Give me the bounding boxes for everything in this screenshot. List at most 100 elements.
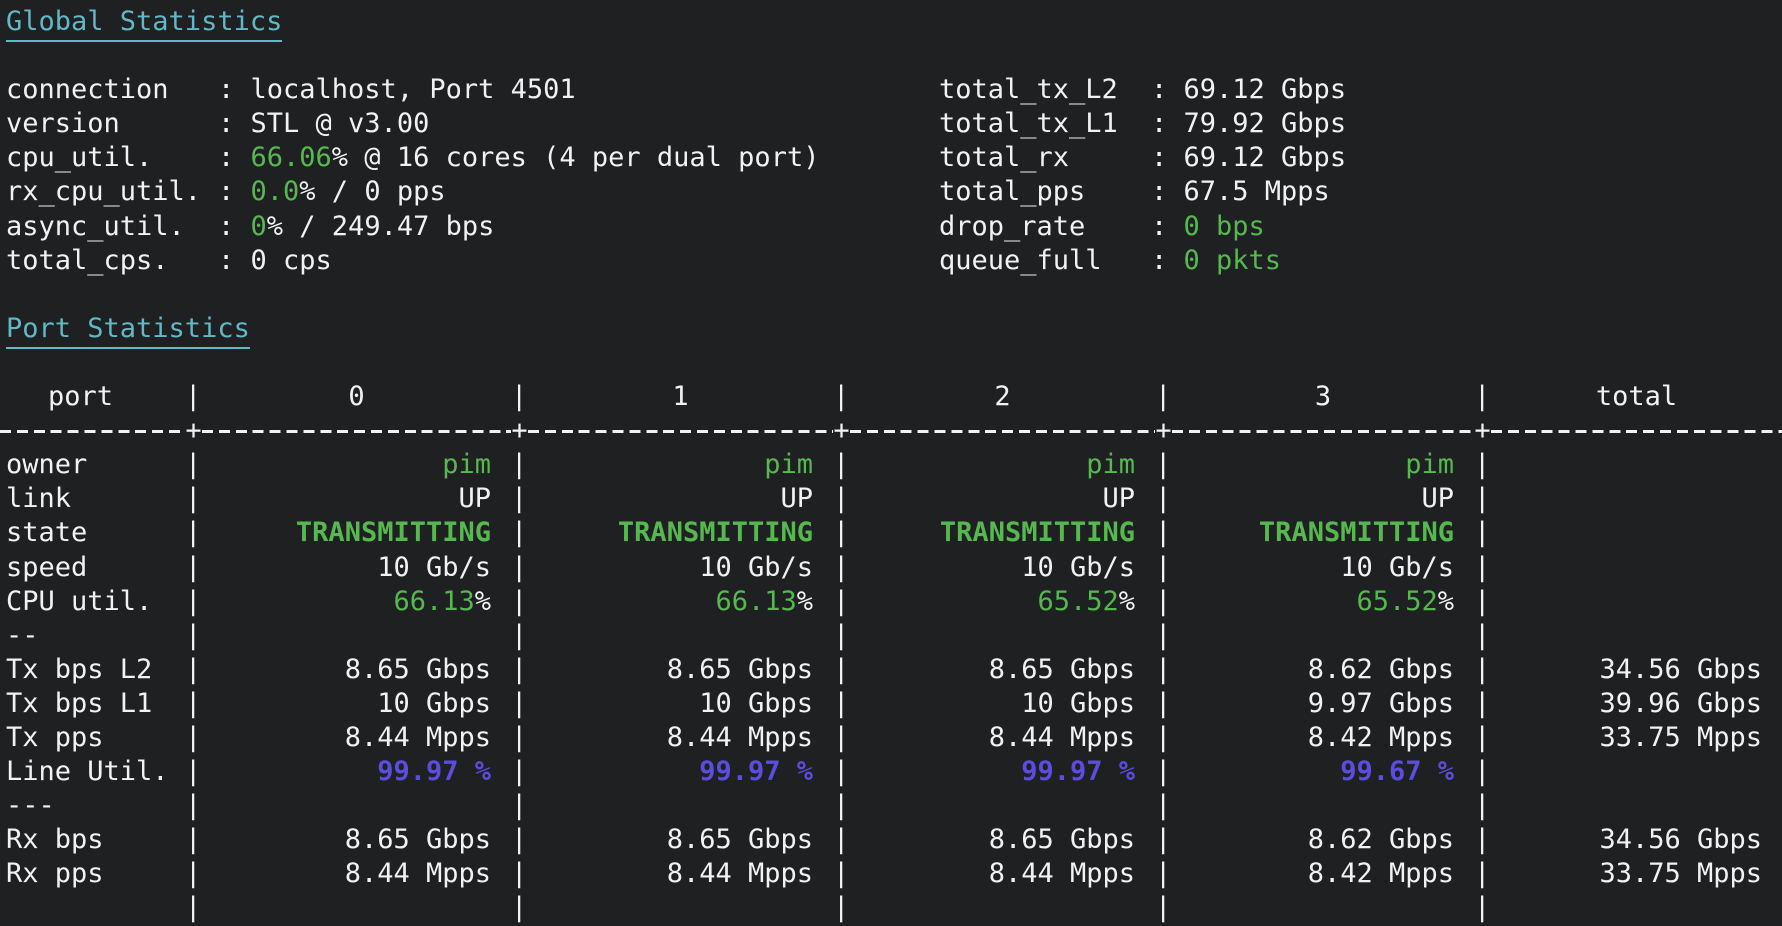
cell-tx-pps-1: 8.44 Mpps (666, 721, 813, 753)
pipe-separator (1474, 789, 1491, 823)
cell-empty (202, 619, 511, 653)
pipe-separator (185, 380, 202, 414)
row-label-tx-bps-l2: Tx bps L2 (6, 653, 153, 685)
row-label-rx-bps: Rx bps (6, 824, 104, 856)
table-row-owner: owner pim pim pim pim (0, 448, 1782, 482)
pipe-separator (185, 448, 202, 482)
row-label-tx-pps: Tx pps (6, 721, 104, 753)
cell-link-total (1491, 482, 1782, 516)
plus-joint (1474, 414, 1491, 448)
pipe-separator (511, 687, 528, 721)
stat-label-drop-rate: drop_rate (939, 210, 1086, 242)
stat-sep: : (218, 210, 251, 242)
pipe-separator (833, 857, 850, 891)
blank-line (0, 39, 1782, 73)
cell-line-util-0: 99.97 % (377, 756, 491, 788)
row-label-rx-pps: Rx pps (6, 858, 104, 890)
cell-cpu-util-0: 66.13% (393, 585, 491, 617)
pipe-separator (185, 857, 202, 891)
pipe-separator (1474, 380, 1491, 414)
pipe-separator (833, 551, 850, 585)
pipe-separator (1474, 551, 1491, 585)
cell-tx-bps-l1-0: 10 Gbps (377, 687, 491, 719)
blank-line (0, 346, 1782, 380)
cell-state-2: TRANSMITTING (939, 517, 1135, 549)
cell-owner-2: pim (1086, 449, 1135, 481)
pipe-separator (833, 823, 850, 857)
cell-link-3: UP (1421, 483, 1454, 515)
table-row-partial (0, 891, 1782, 925)
pipe-separator (1474, 857, 1491, 891)
global-statistics-title: Global Statistics (6, 5, 283, 43)
cell-link-2: UP (1102, 483, 1135, 515)
cell-empty (202, 891, 511, 925)
table-row-link: link UP UP UP UP (0, 482, 1782, 516)
pipe-separator (185, 619, 202, 653)
cell-rx-bps-2: 8.65 Gbps (988, 824, 1135, 856)
stat-label-version: version (6, 108, 120, 140)
cell-empty (850, 891, 1155, 925)
global-statistics-heading: Global Statistics (0, 5, 1782, 43)
table-row-state: state TRANSMITTING TRANSMITTING TRANSMITTIN… (0, 516, 1782, 550)
pipe-separator (511, 551, 528, 585)
cell-tx-bps-l2-2: 8.65 Gbps (988, 653, 1135, 685)
pipe-separator (185, 721, 202, 755)
pipe-separator (833, 789, 850, 823)
cell-tx-bps-l1-3: 9.97 Gbps (1307, 687, 1454, 719)
cell-speed-total (1491, 551, 1782, 585)
table-row-dash-rx: --- (0, 789, 1782, 823)
pipe-separator (1474, 891, 1491, 925)
table-row-rx-pps: Rx pps 8.44 Mpps 8.44 Mpps 8.44 Mpps 8.42 Mp… (0, 857, 1782, 891)
cell-link-0: UP (458, 483, 491, 515)
cell-rx-bps-0: 8.65 Gbps (344, 824, 491, 856)
blank-line (0, 278, 1782, 312)
stat-sep: : (218, 176, 251, 208)
cell-empty (1172, 789, 1474, 823)
stat-sep: : (1151, 210, 1184, 242)
table-row-dash-tx: -- (0, 619, 1782, 653)
cell-rx-pps-3: 8.42 Mpps (1307, 858, 1454, 890)
pipe-separator (1474, 823, 1491, 857)
stat-line-version: version: STL @ v3.00 total_tx_L1: 79.92 G… (0, 107, 1782, 141)
pipe-separator (511, 823, 528, 857)
dash-rule (1491, 429, 1782, 433)
pipe-separator (185, 789, 202, 823)
stat-value-total-pps: 67.5 Mpps (1183, 176, 1330, 208)
pipe-separator (511, 721, 528, 755)
stat-sep: : (1151, 74, 1184, 106)
port-statistics-title: Port Statistics (6, 312, 250, 349)
stat-label-async-util: async_util. (6, 210, 185, 242)
col-header-3: 3 (1314, 381, 1332, 413)
cell-speed-0: 10 Gb/s (377, 551, 491, 583)
cell-empty (850, 789, 1155, 823)
plus-joint (185, 414, 202, 448)
pipe-separator (511, 789, 528, 823)
cell-empty (528, 891, 833, 925)
stat-value-total-tx-l2: 69.12 Gbps (1183, 74, 1347, 106)
stat-label-cpu-util: cpu_util. (6, 142, 153, 174)
cell-line-util-total (1491, 755, 1782, 789)
pipe-separator (833, 891, 850, 925)
pipe-separator (185, 551, 202, 585)
cell-rx-bps-3: 8.62 Gbps (1307, 824, 1454, 856)
terminal-screen: { "colors":{"bg":"#1f2022","fg":"#f2f2f3… (0, 0, 1782, 896)
pipe-separator (511, 448, 528, 482)
pipe-separator (1155, 619, 1172, 653)
cell-rx-pps-0: 8.44 Mpps (344, 858, 491, 890)
pipe-separator (1474, 482, 1491, 516)
cell-tx-bps-l2-0: 8.65 Gbps (344, 653, 491, 685)
stat-label-rx-cpu-util: rx_cpu_util. (6, 176, 202, 208)
cell-empty (528, 619, 833, 653)
table-row-tx-bps-l1: Tx bps L1 10 Gbps 10 Gbps 10 Gbps 9.97 Gbps 3… (0, 687, 1782, 721)
plus-joint (511, 414, 528, 448)
cell-tx-bps-l2-total: 34.56 Gbps (1599, 653, 1762, 685)
dash-rule (850, 429, 1155, 433)
cell-tx-bps-l2-1: 8.65 Gbps (666, 653, 813, 685)
stat-sep: : (1151, 142, 1184, 174)
row-label-line-util: Line Util. (6, 756, 169, 788)
pipe-separator (1155, 687, 1172, 721)
stat-sep: : (218, 142, 251, 174)
cell-rx-bps-1: 8.65 Gbps (666, 824, 813, 856)
cell-owner-1: pim (764, 449, 813, 481)
dash-rule (202, 429, 511, 433)
